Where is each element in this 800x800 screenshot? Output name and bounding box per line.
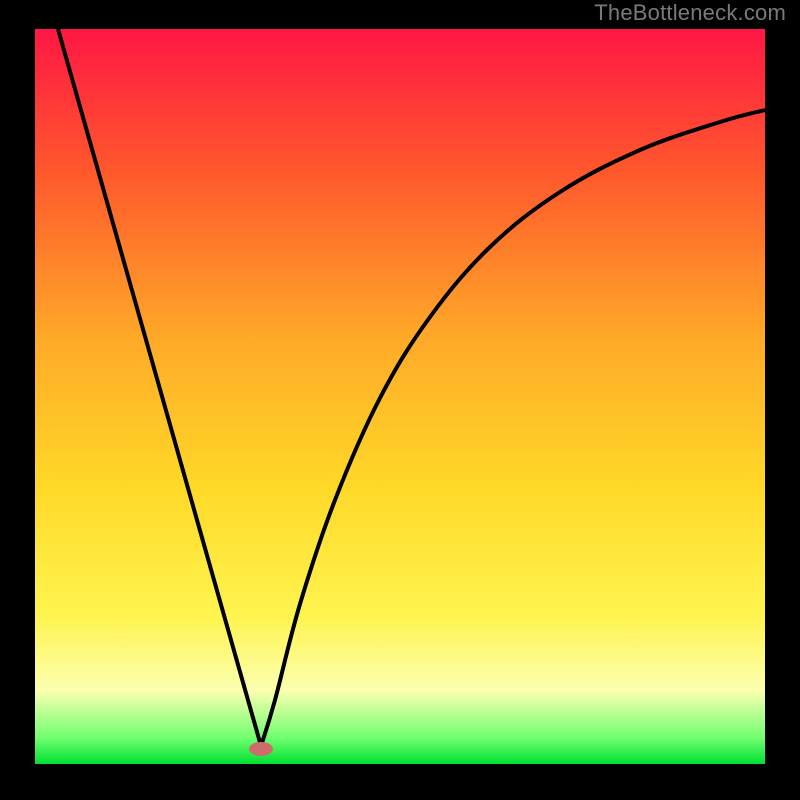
minimum-marker — [249, 742, 273, 756]
chart-svg — [0, 0, 800, 800]
attribution-label: TheBottleneck.com — [594, 0, 786, 26]
chart-container: TheBottleneck.com — [0, 0, 800, 800]
plot-background — [35, 29, 765, 764]
